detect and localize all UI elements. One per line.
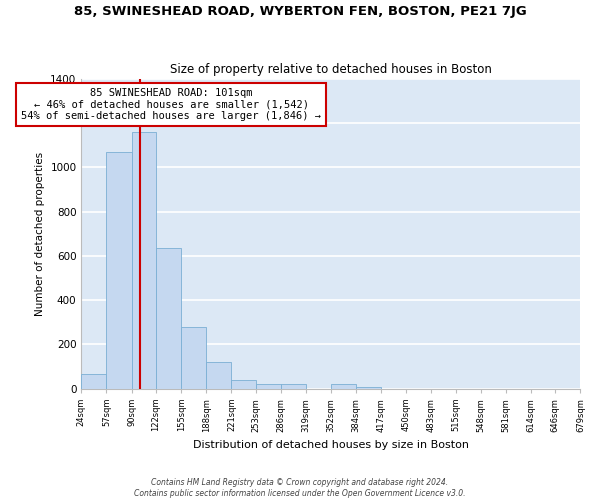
Bar <box>106 152 131 389</box>
Text: 85, SWINESHEAD ROAD, WYBERTON FEN, BOSTON, PE21 7JG: 85, SWINESHEAD ROAD, WYBERTON FEN, BOSTO… <box>74 5 526 18</box>
Bar <box>181 326 206 389</box>
Bar <box>131 132 156 389</box>
Bar <box>281 384 306 389</box>
Bar <box>82 374 106 389</box>
Bar <box>256 384 281 389</box>
Y-axis label: Number of detached properties: Number of detached properties <box>35 152 44 316</box>
Text: Contains HM Land Registry data © Crown copyright and database right 2024.
Contai: Contains HM Land Registry data © Crown c… <box>134 478 466 498</box>
X-axis label: Distribution of detached houses by size in Boston: Distribution of detached houses by size … <box>193 440 469 450</box>
Bar <box>331 384 356 389</box>
Bar <box>232 380 256 389</box>
Bar <box>356 386 381 389</box>
Text: 85 SWINESHEAD ROAD: 101sqm
← 46% of detached houses are smaller (1,542)
54% of s: 85 SWINESHEAD ROAD: 101sqm ← 46% of deta… <box>21 88 321 121</box>
Title: Size of property relative to detached houses in Boston: Size of property relative to detached ho… <box>170 63 492 76</box>
Bar <box>156 248 181 389</box>
Bar <box>206 362 232 389</box>
